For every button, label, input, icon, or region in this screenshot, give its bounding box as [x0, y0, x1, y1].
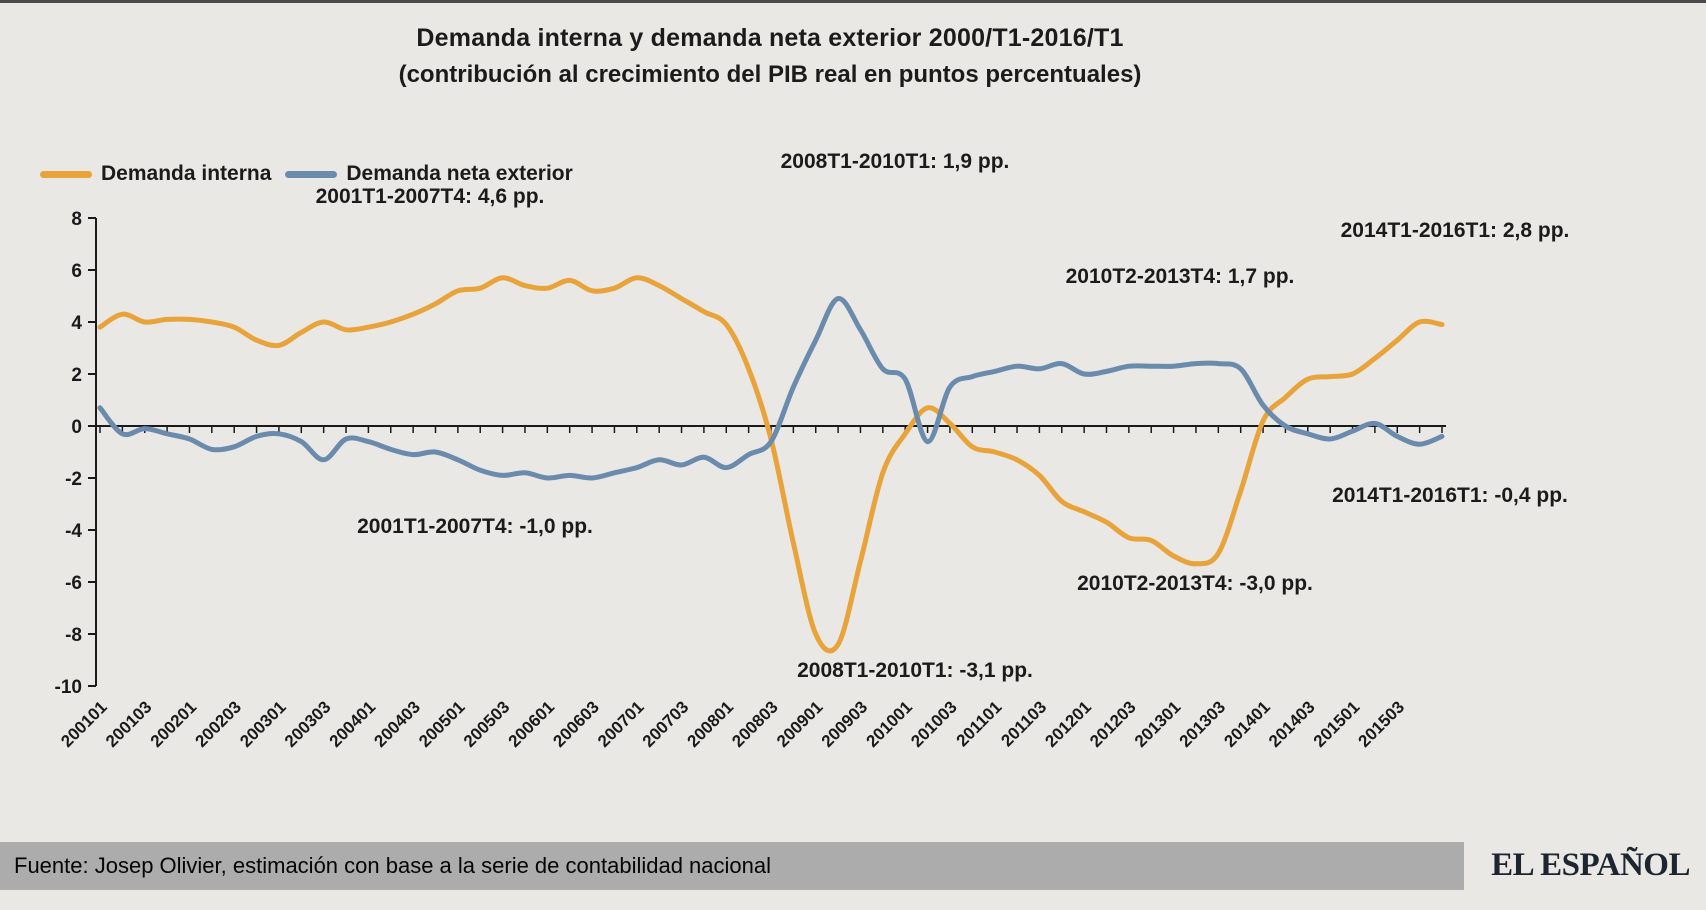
series-line-demanda-neta-exterior — [97, 296, 1445, 481]
y-axis-tick-label: 8 — [71, 209, 82, 230]
x-axis-tick-label: 201203 — [1086, 697, 1140, 751]
x-axis-tick-label: 201001 — [862, 697, 916, 751]
x-axis-tick-label: 201401 — [1220, 697, 1274, 751]
x-axis-tick-label: 200703 — [639, 697, 693, 751]
x-axis-tick-label: 200603 — [549, 697, 603, 751]
y-axis-tick-label: -2 — [65, 469, 82, 490]
demanda-interna-line-swatch — [40, 170, 92, 178]
x-axis-tick-label: 200103 — [102, 697, 156, 751]
x-axis-tick-label: 201501 — [1310, 697, 1364, 751]
y-axis-tick-label: -10 — [55, 677, 82, 698]
x-axis-tick-label: 200403 — [370, 697, 424, 751]
chart-subtitle: (contribución al crecimiento del PIB rea… — [398, 61, 1142, 88]
x-axis-tick-label: 200201 — [147, 697, 201, 751]
brand-logo: EL ESPAÑOL — [1491, 847, 1690, 883]
x-axis-tick-label: 200601 — [505, 697, 559, 751]
x-axis-tick-label: 201003 — [907, 697, 961, 751]
annotation-exterior-2001-2007: 2001T1-2007T4: -1,0 pp. — [357, 515, 593, 538]
title-block: Demanda interna y demanda neta exterior … — [0, 24, 1540, 89]
annotation-interna-2010-2013: 2010T2-2013T4: -3,0 pp. — [1077, 572, 1313, 595]
annotation-interna-2014-2016: 2014T1-2016T1: 2,8 pp. — [1340, 219, 1570, 242]
y-axis-tick-label: -4 — [65, 521, 82, 542]
source-text: Fuente: Josep Olivier, estimación con ba… — [14, 853, 772, 878]
x-axis-tick-label: 201503 — [1355, 697, 1409, 751]
x-axis-tick-label: 200803 — [728, 697, 782, 751]
chart-title: Demanda interna y demanda neta exterior … — [416, 24, 1124, 52]
y-axis-tick-label: 6 — [71, 261, 82, 282]
x-axis-tick-label: 200101 — [57, 697, 111, 751]
x-axis-tick-label: 201101 — [953, 697, 1006, 750]
y-axis-tick-label: 4 — [71, 313, 82, 334]
y-axis-tick-label: -6 — [65, 573, 82, 594]
chart-canvas: 8 6 4 2 0 -2 -4 -6 -8 -10200101200103200201200203… — [55, 209, 1446, 751]
series-line-demanda-interna — [97, 275, 1445, 654]
x-axis-tick-label: 200901 — [773, 697, 827, 751]
annotation-exterior-2014-2016: 2014T1-2016T1: -0,4 pp. — [1332, 484, 1568, 507]
legend: Demanda interna Demanda neta exterior — [40, 162, 573, 186]
demanda-neta-exterior-line-swatch — [285, 170, 338, 178]
annotation-exterior-2010-2013: 2010T2-2013T4: 1,7 pp. — [1065, 265, 1295, 288]
x-axis-tick-label: 200701 — [594, 697, 648, 751]
x-axis-tick-label: 201103 — [997, 697, 1050, 750]
x-axis-tick-label: 200503 — [460, 697, 514, 751]
y-axis-tick-label: -8 — [65, 625, 82, 646]
legend-label-demanda-neta-exterior: Demanda neta exterior — [346, 162, 573, 185]
x-axis-tick-label: 200801 — [684, 697, 738, 751]
x-axis-tick-label: 201201 — [1041, 697, 1095, 751]
top-border-rule — [0, 0, 1706, 3]
x-axis-tick-label: 200301 — [236, 697, 290, 751]
legend-item-demanda-interna: Demanda interna — [40, 162, 271, 186]
legend-item-demanda-neta-exterior: Demanda neta exterior — [285, 162, 573, 186]
x-axis-tick-label: 200303 — [281, 697, 335, 751]
x-axis-tick-label: 201303 — [1176, 697, 1230, 751]
footer-source-bar: Fuente: Josep Olivier, estimación con ba… — [0, 842, 1464, 890]
annotation-exterior-2008-2010: 2008T1-2010T1: 1,9 pp. — [780, 150, 1010, 173]
x-axis-tick-label: 200903 — [818, 697, 872, 751]
annotation-interna-2008-2010: 2008T1-2010T1: -3,1 pp. — [797, 659, 1033, 682]
x-axis-tick-label: 200401 — [326, 697, 380, 751]
x-axis-tick-label: 200203 — [191, 697, 245, 751]
x-axis-tick-label: 201403 — [1265, 697, 1319, 751]
x-axis-tick-label: 200501 — [415, 697, 469, 751]
x-axis-tick-label: 201301 — [1131, 697, 1185, 751]
y-axis-tick-label: 2 — [71, 365, 82, 386]
y-axis-tick-label: 0 — [71, 417, 82, 438]
legend-label-demanda-interna: Demanda interna — [101, 162, 272, 185]
annotation-interna-2001-2007: 2001T1-2007T4: 4,6 pp. — [315, 185, 545, 208]
